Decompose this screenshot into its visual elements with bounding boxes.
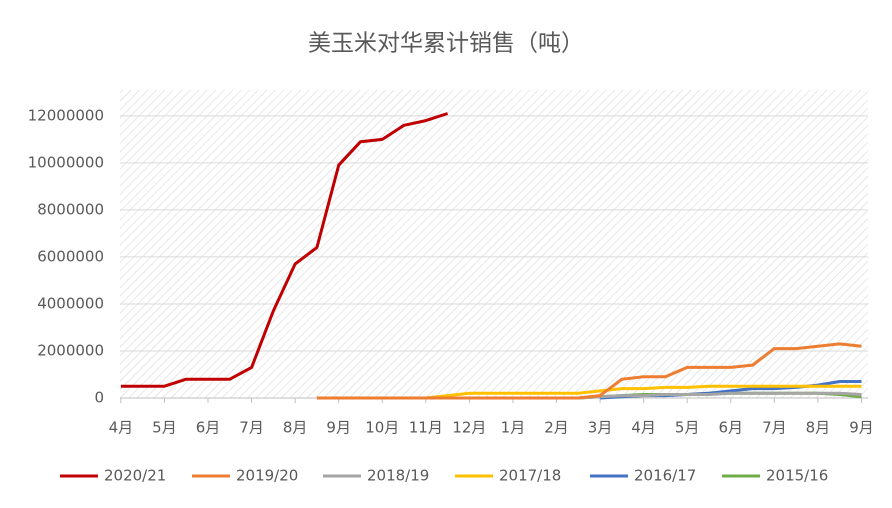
x-tick-label: 5月 [152,419,177,437]
y-tick-label: 10000000 [28,153,104,171]
legend-label: 2019/20 [236,467,298,485]
x-tick-label: 7月 [239,419,264,437]
series-line [120,112,449,388]
chart-title: 美玉米对华累计销售（吨） [308,31,584,57]
legend-label: 2016/17 [634,467,696,485]
x-tick-label: 2月 [544,419,569,437]
legend-label: 2015/16 [766,467,828,485]
series-line [316,342,862,400]
x-tick-label: 4月 [109,419,134,437]
y-tick-label: 4000000 [37,294,104,312]
x-tick-label: 8月 [806,419,831,437]
x-tick-label: 12月 [452,419,486,437]
y-tick-label: 6000000 [37,247,104,265]
legend-label: 2017/18 [499,467,561,485]
x-tick-label: 10月 [365,419,399,437]
x-tick-label: 3月 [588,419,613,437]
x-tick-label: 7月 [762,419,787,437]
x-tick-label: 9月 [326,419,351,437]
y-tick-label: 2000000 [37,341,104,359]
y-tick-label: 8000000 [37,200,104,218]
legend-label: 2018/19 [367,467,429,485]
x-tick-label: 6月 [718,419,743,437]
plot-area [120,90,868,398]
y-tick-label: 12000000 [28,106,104,124]
x-tick-label: 9月 [849,419,874,437]
x-tick-label: 5月 [675,419,700,437]
x-tick-label: 11月 [409,419,443,437]
x-tick-label: 1月 [501,419,526,437]
legend-label: 2020/21 [104,467,166,485]
x-tick-label: 6月 [196,419,221,437]
x-tick-label: 8月 [283,419,308,437]
y-tick-label: 0 [94,389,104,407]
x-tick-label: 4月 [631,419,656,437]
